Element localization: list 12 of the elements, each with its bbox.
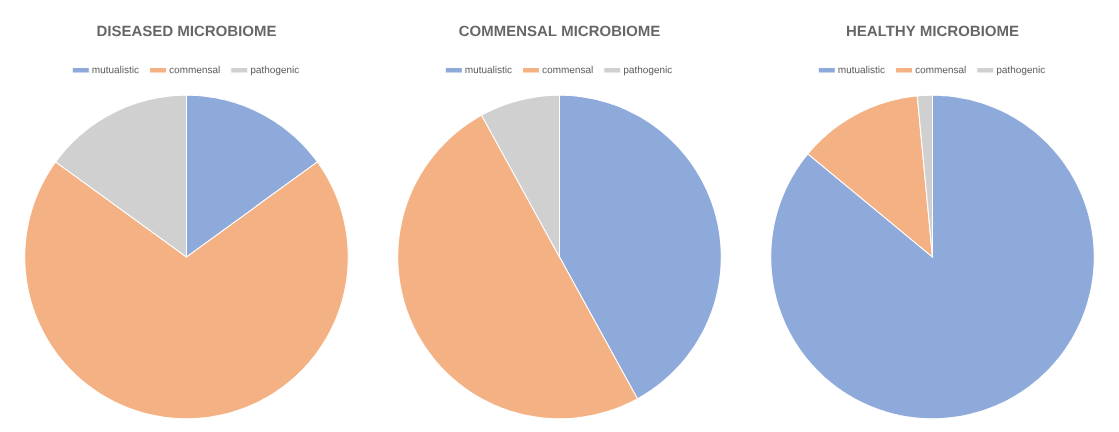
legend-label: pathogenic — [250, 65, 299, 76]
legend-label: mutualistic — [838, 65, 885, 74]
legend-label: mutualistic — [92, 65, 139, 74]
chart-title: COMMENSAL MICROBIOME — [459, 25, 660, 37]
chart-title: DISEASED MICROBIOME — [97, 25, 276, 37]
legend-label: commensal — [542, 65, 593, 74]
legend-label: pathogenic — [623, 65, 672, 76]
chart-title: HEALTHY MICROBIOME — [846, 25, 1019, 37]
legend-label: mutualistic — [465, 65, 512, 74]
legend-label: pathogenic — [996, 65, 1045, 76]
legend-label: commensal — [169, 65, 220, 74]
legend-label: commensal — [915, 65, 966, 74]
